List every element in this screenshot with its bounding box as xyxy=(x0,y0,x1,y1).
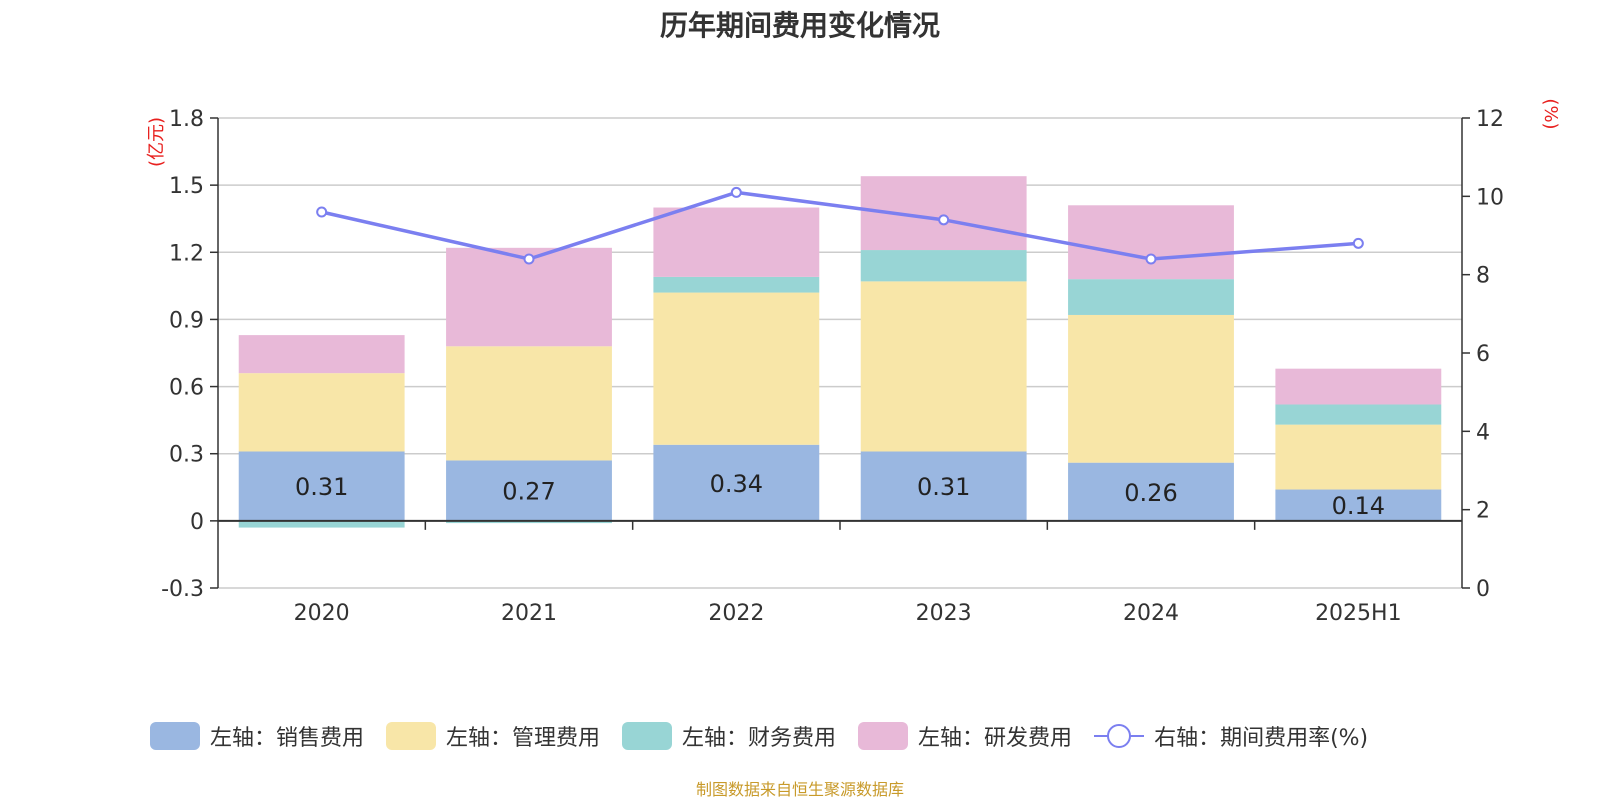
bar-segment xyxy=(860,250,1027,282)
bar-value-label: 0.14 xyxy=(1332,492,1385,520)
right-tick-label: 2 xyxy=(1476,499,1490,524)
bar-segment xyxy=(238,373,405,452)
bar-segment xyxy=(446,460,612,521)
bar-value-label: 0.26 xyxy=(1124,479,1177,507)
left-tick-label: 1.5 xyxy=(169,174,204,199)
bar-segment xyxy=(238,451,405,521)
rate-line xyxy=(321,190,1359,261)
right-tick-label: 4 xyxy=(1476,420,1490,445)
left-tick-label: 0.9 xyxy=(169,308,204,333)
left-tick-label: 0.3 xyxy=(169,443,204,468)
bar-value-label: 0.27 xyxy=(502,478,555,506)
legend-swatch xyxy=(386,722,437,750)
legend-label: 右轴：期间费用率(%) xyxy=(1154,726,1369,751)
left-tick-label: 1.8 xyxy=(169,107,204,132)
bar-segment xyxy=(860,451,1027,521)
bar-segment xyxy=(446,520,612,524)
legend-item[interactable]: 右轴：期间费用率(%) xyxy=(1094,720,1368,752)
legend-label: 左轴：管理费用 xyxy=(446,726,601,751)
legend-item[interactable]: 左轴：管理费用 xyxy=(386,720,600,752)
right-tick-label: 6 xyxy=(1476,342,1490,367)
rate-point xyxy=(523,253,535,265)
right-axis-unit: (%) xyxy=(1540,98,1561,129)
category-label: 2022 xyxy=(708,601,764,626)
left-tick-label: 0.6 xyxy=(169,376,204,401)
left-axis-unit: (亿元) xyxy=(146,117,167,167)
bar-segment xyxy=(1068,314,1234,463)
bar-segment xyxy=(653,292,820,445)
bar-segment xyxy=(1275,368,1442,405)
category-label: 2024 xyxy=(1123,601,1179,626)
legend-swatch xyxy=(622,722,673,750)
bar-segment xyxy=(1275,424,1442,490)
legend-swatch xyxy=(858,722,909,750)
legend-label: 左轴：财务费用 xyxy=(682,726,837,751)
bar-segment xyxy=(238,520,405,528)
bar-segment xyxy=(1068,205,1234,280)
bar-segment xyxy=(1068,462,1234,521)
left-tick-label: -0.3 xyxy=(161,577,204,602)
rate-point xyxy=(730,186,742,198)
rate-point xyxy=(316,206,328,218)
legend-item[interactable]: 左轴：销售费用 xyxy=(150,720,364,752)
legend-item[interactable]: 左轴：研发费用 xyxy=(858,720,1072,752)
right-tick-label: 12 xyxy=(1476,107,1504,132)
category-label: 2025H1 xyxy=(1315,601,1402,626)
bar-segment xyxy=(860,281,1027,452)
legend-line-marker xyxy=(1094,722,1145,750)
category-label: 2021 xyxy=(501,601,557,626)
legend-item[interactable]: 左轴：财务费用 xyxy=(622,720,836,752)
category-label: 2020 xyxy=(294,601,350,626)
legend-swatch xyxy=(150,722,200,750)
right-tick-label: 10 xyxy=(1476,185,1504,210)
bar-segment xyxy=(653,207,820,277)
source-note: 制图数据来自恒生聚源数据库 xyxy=(695,780,904,799)
legend: 左轴：销售费用 左轴：管理费用 左轴：财务费用 左轴：研发费用 右轴：期间费用率(%) xyxy=(150,720,1390,752)
right-tick-label: 0 xyxy=(1476,577,1490,602)
data-labels: 0.31 0.27 0.34 0.31 0.26 0.14 xyxy=(295,470,1385,520)
bar-value-label: 0.34 xyxy=(710,470,763,498)
bar-segment xyxy=(653,276,820,293)
bar-segment xyxy=(1275,404,1442,425)
bar-value-label: 0.31 xyxy=(917,473,970,501)
bar-segment xyxy=(238,335,405,374)
category-label: 2023 xyxy=(916,601,972,626)
rate-line-layer xyxy=(316,186,1364,265)
rate-point xyxy=(938,214,950,226)
bar-segment xyxy=(1275,489,1442,521)
legend-label: 左轴：销售费用 xyxy=(210,726,365,751)
bar-layer xyxy=(238,176,1442,528)
chart-title: 历年期间费用变化情况 xyxy=(659,9,940,42)
bar-segment xyxy=(653,444,820,521)
rate-point xyxy=(1352,237,1364,249)
bar-segment xyxy=(1068,279,1234,315)
bar-value-label: 0.31 xyxy=(295,473,348,501)
legend-label: 左轴：研发费用 xyxy=(918,726,1073,751)
left-tick-label: 1.2 xyxy=(169,241,204,266)
right-tick-label: 8 xyxy=(1476,264,1490,289)
rate-point xyxy=(1145,253,1157,265)
left-tick-label: 0 xyxy=(190,510,204,535)
bar-segment xyxy=(446,346,612,461)
